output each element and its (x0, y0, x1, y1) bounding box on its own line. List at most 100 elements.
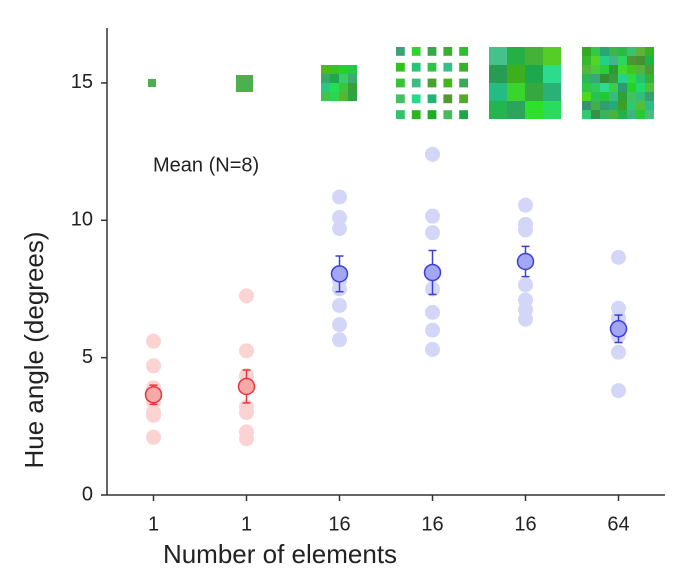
thumb-patch (339, 92, 348, 101)
thumb-patch (645, 110, 654, 119)
data-point (518, 222, 533, 238)
data-point (239, 405, 254, 421)
thumb-patch (148, 79, 156, 87)
data-point (518, 197, 533, 213)
x-tick-label: 1 (241, 513, 252, 535)
data-point (332, 297, 347, 313)
thumb-patch (507, 65, 525, 83)
thumb-patch (321, 92, 330, 101)
y-tick-label: 15 (71, 71, 93, 93)
data-point (425, 225, 440, 241)
thumb-patch (618, 101, 627, 110)
data-point (332, 332, 347, 348)
thumb-patch (645, 47, 654, 56)
data-point (332, 221, 347, 237)
thumb-patch (427, 94, 437, 104)
thumb-patch (348, 74, 357, 83)
thumb-patch (489, 101, 507, 119)
thumb-patch (591, 110, 600, 119)
thumb-patch (618, 74, 627, 83)
thumb-patch (600, 92, 609, 101)
thumb-patch (321, 74, 330, 83)
thumb-patch (600, 83, 609, 92)
data-point (239, 431, 254, 447)
thumb-patch (411, 47, 421, 56)
thumb-patch (645, 83, 654, 92)
x-tick-label: 16 (514, 513, 536, 535)
thumb-patch (525, 101, 543, 119)
thumb-patch (396, 94, 405, 104)
thumb-patch (348, 92, 357, 101)
thumb-patch (609, 65, 618, 74)
thumb-patch (645, 101, 654, 110)
x-tick-label: 16 (328, 513, 350, 535)
thumb-patch (443, 47, 453, 56)
thumb-patch (618, 47, 627, 56)
thumb-patch (443, 62, 453, 72)
thumb-patch (627, 110, 636, 119)
y-tick-label: 10 (71, 209, 93, 231)
thumb-patch (600, 56, 609, 65)
thumb-patch (600, 65, 609, 74)
thumb-patch (459, 62, 468, 72)
thumb-patch (396, 62, 405, 72)
thumb-patch (459, 110, 468, 119)
data-point (146, 333, 161, 349)
thumb-patch (609, 101, 618, 110)
data-point (425, 322, 440, 338)
thumb-patch (330, 74, 339, 83)
thumb-patch (636, 74, 645, 83)
thumb-patch (636, 83, 645, 92)
annotation: Mean (N=8) (153, 154, 259, 176)
thumb-patch (459, 78, 468, 88)
thumb-patch (582, 56, 591, 65)
x-axis-label: Number of elements (163, 539, 397, 569)
thumb-patch (645, 74, 654, 83)
x-tick-label: 64 (607, 513, 629, 535)
mean-point (423, 263, 442, 282)
thumb-patch (591, 74, 600, 83)
thumb-patch (591, 83, 600, 92)
x-tick-label: 16 (421, 513, 443, 535)
data-point (146, 358, 161, 374)
thumb-patch (459, 94, 468, 104)
thumb-patch (348, 83, 357, 92)
thumb-patch (618, 83, 627, 92)
thumb-patch (459, 47, 468, 56)
thumb-patch (411, 110, 421, 119)
thumb-patch (600, 47, 609, 56)
x-tick-label: 1 (148, 513, 159, 535)
thumb-patch (443, 94, 453, 104)
thumb-patch (396, 47, 405, 56)
thumb-patch (591, 101, 600, 110)
thumb-patch (582, 47, 591, 56)
thumb-patch (411, 62, 421, 72)
thumb-patch (600, 110, 609, 119)
thumb-patch (443, 78, 453, 88)
thumb-patch (507, 83, 525, 101)
thumb-patch (427, 62, 437, 72)
thumb-patch (627, 47, 636, 56)
thumb-patch (636, 110, 645, 119)
thumb-patch (636, 47, 645, 56)
data-point (611, 383, 626, 399)
thumb-patch (609, 83, 618, 92)
thumb-patch (236, 75, 253, 92)
data-point (425, 341, 440, 357)
thumb-patch (591, 47, 600, 56)
y-tick-label: 0 (82, 483, 93, 505)
thumb-patch (427, 78, 437, 88)
mean-point (516, 252, 535, 271)
data-point (518, 311, 533, 327)
thumb-patch (543, 101, 561, 119)
thumb-patch (489, 47, 507, 65)
thumb-patch (411, 78, 421, 88)
thumb-patch (618, 56, 627, 65)
thumb-patch (543, 47, 561, 65)
data-point (425, 208, 440, 224)
thumb-patch (627, 101, 636, 110)
data-point (239, 343, 254, 359)
thumb-patch (636, 65, 645, 74)
thumb-patch (525, 83, 543, 101)
